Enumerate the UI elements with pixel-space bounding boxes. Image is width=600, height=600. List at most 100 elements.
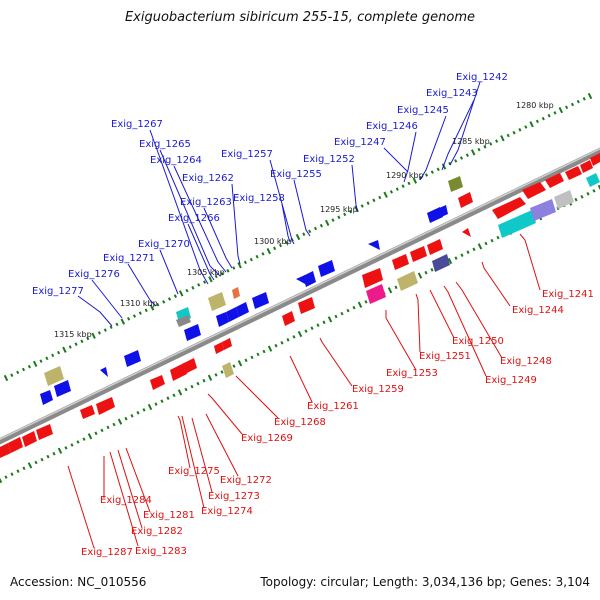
gene-label-forward[interactable]: Exig_1265: [139, 139, 191, 150]
gene-label-forward[interactable]: Exig_1262: [182, 173, 234, 184]
gene-label-forward[interactable]: Exig_1252: [303, 154, 355, 165]
gene-label-reverse[interactable]: Exig_1261: [307, 401, 359, 412]
gene-label-reverse[interactable]: Exig_1272: [220, 475, 272, 486]
minor-tick: [124, 416, 128, 421]
minor-tick: [322, 320, 326, 325]
minor-tick: [372, 198, 376, 203]
forward-gene-labels: Exig_1242 Exig_1243 Exig_1245 Exig_1246 …: [32, 72, 508, 297]
major-tick: [32, 360, 38, 368]
minor-tick: [166, 396, 170, 400]
minor-tick: [489, 142, 493, 146]
minor-tick: [401, 184, 405, 188]
minor-tick: [506, 133, 510, 138]
reverse-gene: [427, 239, 443, 255]
minor-tick: [319, 223, 323, 228]
minor-tick: [243, 260, 247, 265]
minor-tick: [97, 331, 101, 335]
gene-label-forward[interactable]: Exig_1266: [168, 213, 220, 224]
gene-label-forward[interactable]: Exig_1264: [150, 155, 202, 166]
major-tick: [120, 318, 126, 325]
gene-label-forward[interactable]: Exig_1246: [366, 121, 418, 132]
major-tick: [237, 360, 243, 367]
gene-label-forward[interactable]: Exig_1276: [68, 269, 120, 280]
minor-tick: [541, 116, 545, 121]
gene-label-reverse[interactable]: Exig_1241: [542, 289, 594, 300]
gene-label-reverse[interactable]: Exig_1274: [201, 506, 253, 517]
major-tick: [177, 389, 183, 396]
minor-tick: [115, 322, 119, 327]
minor-tick: [262, 349, 266, 354]
gene-label-reverse[interactable]: Exig_1250: [452, 336, 504, 347]
gene-label-reverse[interactable]: Exig_1248: [500, 356, 552, 367]
forward-gene: [368, 240, 380, 250]
gene-label-reverse[interactable]: Exig_1282: [131, 526, 183, 537]
gene-label-reverse[interactable]: Exig_1259: [352, 384, 404, 395]
major-tick: [470, 149, 476, 156]
gene-label-forward[interactable]: Exig_1277: [32, 286, 84, 297]
reverse-gene-block: [397, 271, 418, 291]
gene-label-forward[interactable]: Exig_1242: [456, 72, 508, 83]
minor-tick: [39, 359, 43, 363]
gene-label-forward[interactable]: Exig_1263: [180, 197, 232, 208]
major-tick: [597, 184, 600, 192]
gene-label-reverse[interactable]: Exig_1253: [386, 368, 438, 379]
gene-label-reverse[interactable]: Exig_1244: [512, 305, 564, 316]
minor-tick: [203, 280, 207, 284]
minor-tick: [70, 443, 74, 447]
accession-text: Accession: NC_010556: [10, 575, 147, 589]
gene-label-forward[interactable]: Exig_1247: [334, 137, 386, 148]
minor-tick: [394, 285, 398, 290]
reverse-gene: [580, 160, 593, 173]
gene-label-reverse[interactable]: Exig_1249: [485, 375, 537, 386]
minor-tick: [334, 314, 338, 319]
gene-label-reverse[interactable]: Exig_1273: [208, 491, 260, 502]
reverse-gene: [565, 166, 582, 180]
minor-tick: [331, 218, 335, 222]
gene-label-forward[interactable]: Exig_1255: [270, 169, 322, 180]
gene-label-forward[interactable]: Exig_1270: [138, 239, 190, 250]
minor-tick: [16, 370, 20, 375]
gene-label-reverse[interactable]: Exig_1281: [143, 510, 195, 521]
minor-tick: [535, 119, 539, 124]
gene-label-reverse[interactable]: Exig_1284: [100, 495, 152, 506]
minor-tick: [313, 226, 318, 231]
gene-label-reverse[interactable]: Exig_1268: [274, 417, 326, 428]
forward-gene: [318, 260, 335, 277]
gene-label-forward[interactable]: Exig_1271: [103, 253, 155, 264]
minor-tick: [10, 373, 14, 377]
gene-label-forward[interactable]: Exig_1243: [426, 88, 478, 99]
gene-label-forward[interactable]: Exig_1245: [397, 105, 449, 116]
gene-label-reverse[interactable]: Exig_1283: [135, 546, 187, 557]
minor-tick: [518, 128, 522, 132]
minor-tick: [424, 270, 428, 275]
gene-label-reverse[interactable]: Exig_1287: [81, 547, 133, 558]
minor-tick: [82, 437, 86, 441]
reverse-gene: [282, 311, 295, 326]
major-tick: [266, 247, 272, 255]
reverse-gene-block: [222, 362, 234, 378]
minor-tick: [160, 399, 164, 403]
minor-tick: [10, 472, 14, 476]
minor-tick: [547, 113, 551, 118]
gene-label-forward[interactable]: Exig_1257: [221, 149, 273, 160]
gene-label-forward[interactable]: Exig_1258: [233, 193, 285, 204]
forward-gene-block: [176, 315, 191, 327]
forward-gene: [54, 380, 71, 397]
topology-text: Topology: circular; Length: 3,034,136 bp…: [260, 575, 590, 589]
minor-tick: [378, 195, 382, 200]
minor-tick: [112, 422, 116, 427]
gene-label-reverse[interactable]: Exig_1269: [241, 433, 293, 444]
forward-gene: [236, 302, 249, 317]
reverse-gene: [392, 254, 409, 270]
minor-tick: [185, 288, 189, 293]
gene-label-reverse[interactable]: Exig_1275: [168, 466, 220, 477]
gene-label-forward[interactable]: Exig_1267: [111, 119, 163, 130]
gene-label-reverse[interactable]: Exig_1251: [419, 351, 471, 362]
minor-tick: [483, 145, 487, 149]
major-tick: [208, 276, 213, 283]
minor-tick: [496, 235, 500, 240]
minor-tick: [407, 181, 411, 186]
minor-tick: [582, 97, 586, 101]
major-tick: [295, 233, 301, 241]
